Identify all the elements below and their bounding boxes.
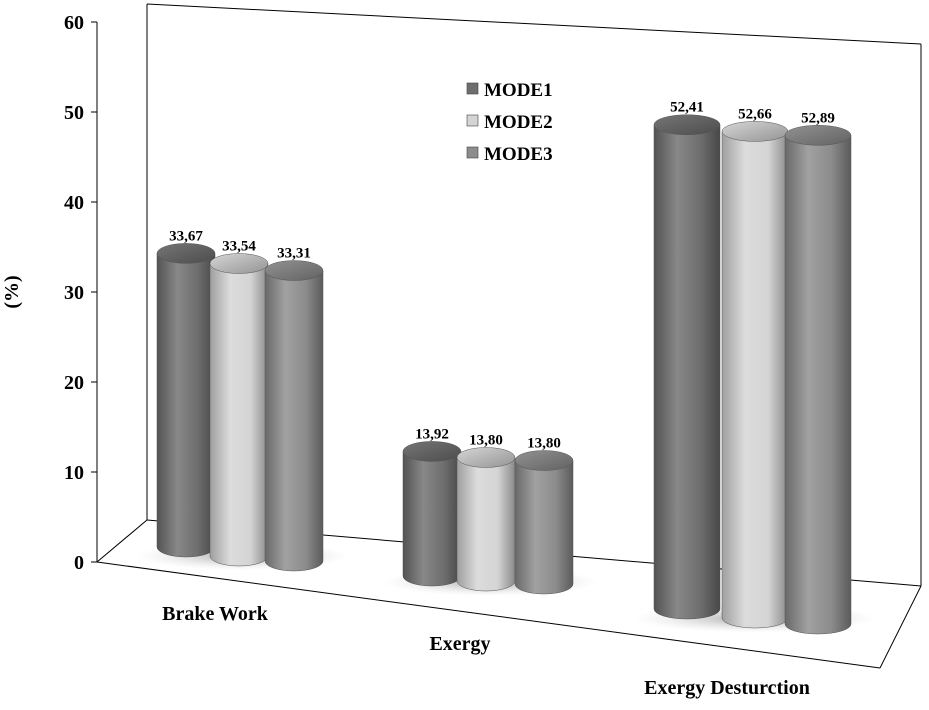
y-axis-title: (%) xyxy=(1,275,23,308)
bar-body xyxy=(514,460,574,595)
bar-top xyxy=(784,125,852,146)
category-label: Brake Work xyxy=(162,603,269,625)
bar-body xyxy=(456,457,516,592)
bar-body xyxy=(784,135,852,635)
bar-body xyxy=(653,124,721,620)
data-label: 13,80 xyxy=(527,435,561,451)
legend-item-mode2: MODE2 xyxy=(466,112,553,133)
bar-top xyxy=(721,121,789,142)
bar-body xyxy=(264,270,324,572)
floor-left-edge xyxy=(96,519,148,563)
bar-mode1-brake-work xyxy=(156,243,216,558)
legend-swatch xyxy=(466,114,479,127)
y-tick-label: 30 xyxy=(64,282,84,304)
data-label: 33,31 xyxy=(277,246,311,262)
bar-mode2-exergy xyxy=(456,447,516,592)
bar-top xyxy=(402,441,462,462)
bar-mode3-brake-work xyxy=(264,260,324,572)
bar-mode3-exergy-desturction xyxy=(784,125,852,635)
bar-body xyxy=(156,253,216,558)
bar-body xyxy=(209,263,269,567)
bar-mode2-brake-work xyxy=(209,253,269,567)
bar-body xyxy=(402,451,462,587)
y-tick-label: 10 xyxy=(64,462,84,484)
bar-top xyxy=(209,253,269,274)
data-label: 33,67 xyxy=(169,228,203,244)
bar-top xyxy=(456,447,516,468)
data-label: 13,80 xyxy=(469,432,503,448)
data-label: 13,92 xyxy=(415,426,449,442)
bar-top xyxy=(264,260,324,281)
data-label: 52,89 xyxy=(801,110,835,126)
legend-label: MODE3 xyxy=(484,144,553,165)
floor-front-edge xyxy=(96,561,881,669)
data-label: 52,41 xyxy=(670,100,704,116)
category-label: Exergy Desturction xyxy=(644,677,810,699)
legend-label: MODE1 xyxy=(484,80,553,101)
y-tick-label: 50 xyxy=(64,102,84,124)
bar-mode1-exergy-desturction xyxy=(653,114,721,620)
bar-top xyxy=(653,114,721,135)
data-label: 52,66 xyxy=(738,106,772,122)
y-tick-label: 20 xyxy=(64,372,84,394)
legend-swatch xyxy=(466,146,479,159)
floor-right-edge xyxy=(879,585,922,669)
category-label: Exergy xyxy=(429,633,490,655)
y-tick-label: 40 xyxy=(64,192,84,214)
bar-top xyxy=(156,243,216,264)
y-tick-label: 0 xyxy=(74,552,84,574)
bar-mode3-exergy xyxy=(514,450,574,595)
bar-mode2-exergy-desturction xyxy=(721,121,789,629)
back-top-edge xyxy=(146,3,922,45)
bar-body xyxy=(721,131,789,629)
legend-label: MODE2 xyxy=(484,112,553,133)
legend-swatch xyxy=(466,82,479,95)
legend-item-mode3: MODE3 xyxy=(466,144,553,165)
y-tick-label: 60 xyxy=(64,12,84,34)
data-label: 33,54 xyxy=(222,239,256,255)
bar-top xyxy=(514,450,574,471)
legend-item-mode1: MODE1 xyxy=(466,80,553,101)
bar-mode1-exergy xyxy=(402,441,462,587)
